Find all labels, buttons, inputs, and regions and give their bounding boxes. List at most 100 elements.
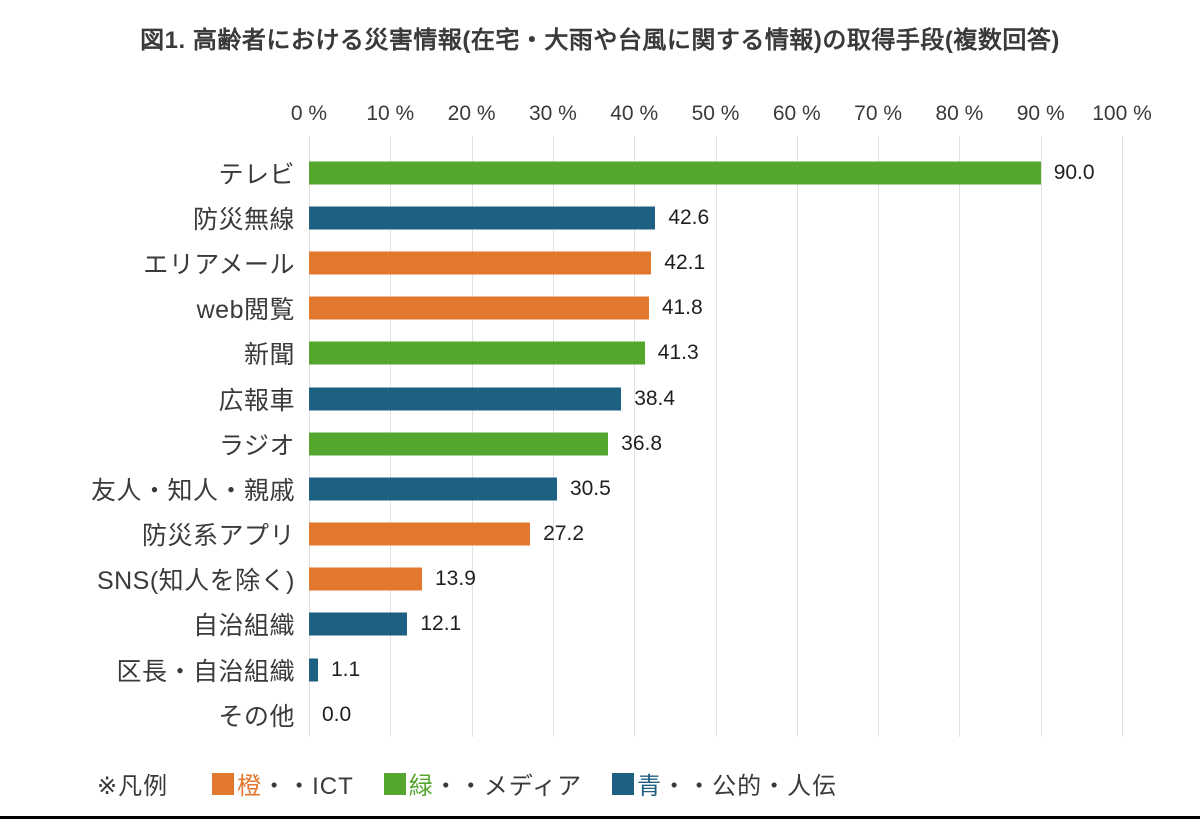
bar — [309, 612, 408, 636]
bar — [309, 387, 622, 411]
value-label: 38.4 — [634, 386, 676, 410]
gridline — [1040, 136, 1042, 737]
x-axis-tick: 70 % — [854, 102, 903, 125]
bar-row: 広報車 38.4 — [0, 376, 1200, 421]
gridline — [796, 136, 798, 737]
bar-track: 42.6 — [309, 195, 1122, 240]
bar — [309, 567, 422, 591]
bar-track: 1.1 — [309, 647, 1122, 692]
bar-row: ラジオ 36.8 — [0, 421, 1200, 466]
bar-row: エリアメール 42.1 — [0, 240, 1200, 285]
legend-swatch-orange — [212, 772, 235, 795]
x-axis-tick: 80 % — [935, 102, 984, 125]
category-label: エリアメール — [143, 250, 295, 279]
bar-track: 30.5 — [309, 466, 1122, 511]
bar-track: 38.4 — [309, 376, 1122, 421]
bar — [309, 341, 645, 365]
legend-label: ・・公的・人伝 — [662, 773, 838, 800]
x-axis-tick: 60 % — [772, 102, 821, 125]
legend-term: 青 — [637, 773, 663, 800]
gridline — [959, 136, 961, 737]
bar-track: 90.0 — [309, 150, 1122, 195]
legend-item: 緑・・メディア — [383, 766, 583, 801]
legend-label: ・・ICT — [262, 773, 354, 800]
bar — [309, 251, 652, 275]
category-label: ラジオ — [218, 431, 295, 460]
category-label: 広報車 — [218, 386, 295, 415]
category-label: web閲覧 — [196, 296, 295, 325]
legend-note: ※凡例 — [97, 773, 169, 800]
category-label: 新聞 — [243, 341, 295, 370]
bar-row: 防災無線 42.6 — [0, 195, 1200, 240]
bar-row: 区長・自治組織 1.1 — [0, 647, 1200, 692]
plot-area: テレビ 90.0 防災無線 42.6 エリアメール 42.1 web閲覧 41.8 新聞 41.3… — [0, 136, 1200, 737]
bar-rows: テレビ 90.0 防災無線 42.6 エリアメール 42.1 web閲覧 41.8 新聞 41.3… — [0, 150, 1200, 737]
x-axis-tick: 20 % — [447, 102, 496, 125]
category-label: 防災系アプリ — [141, 522, 295, 551]
legend-swatch-blue — [612, 772, 635, 795]
bar-row: web閲覧 41.8 — [0, 286, 1200, 331]
bar-row: 自治組織 12.1 — [0, 602, 1200, 647]
category-label: 防災無線 — [192, 205, 295, 234]
value-label: 42.6 — [668, 205, 710, 229]
value-label: 36.8 — [621, 431, 663, 455]
category-label: 自治組織 — [192, 612, 295, 641]
value-label: 1.1 — [330, 657, 361, 681]
legend-term: 橙 — [237, 773, 263, 800]
value-label: 42.1 — [664, 250, 706, 274]
bar-track: 41.3 — [309, 331, 1122, 376]
category-label: テレビ — [218, 160, 295, 189]
category-label: その他 — [218, 702, 295, 731]
chart-title: 図1. 高齢者における災害情報(在宅・大雨や台風に関する情報)の取得手段(複数回… — [140, 27, 1060, 54]
x-axis-tick: 100 % — [1092, 102, 1152, 125]
legend-item: 橙・・ICT — [212, 766, 354, 801]
x-axis-tick: 10 % — [366, 102, 415, 125]
x-axis-tick: 0 % — [290, 102, 328, 125]
value-label: 12.1 — [420, 612, 462, 636]
legend-swatch-green — [383, 772, 406, 795]
bar-row: 新聞 41.3 — [0, 331, 1200, 376]
bar — [309, 658, 318, 682]
x-axis: 0 % 10 % 20 % 30 % 40 % 50 % 60 % 70 % 80 % 90 % 1… — [291, 102, 1152, 130]
bar-track: 13.9 — [309, 557, 1122, 602]
value-label: 41.3 — [657, 341, 699, 365]
value-label: 27.2 — [543, 522, 584, 546]
gridline — [715, 136, 717, 737]
bar-row: その他 0.0 — [0, 692, 1200, 737]
legend: ※凡例 橙・・ICT 緑・・メディア青・・公的・人伝 — [97, 766, 867, 801]
gridline — [878, 136, 880, 737]
bar-track: 41.8 — [309, 286, 1122, 331]
x-axis-tick: 50 % — [691, 102, 740, 125]
x-axis-tick: 30 % — [528, 102, 577, 125]
value-label: 90.0 — [1053, 160, 1095, 184]
bar-row: SNS(知人を除く) 13.9 — [0, 557, 1200, 602]
gridline — [1122, 136, 1123, 737]
bar-track: 12.1 — [309, 602, 1122, 647]
bar — [309, 206, 656, 230]
bar-row: テレビ 90.0 — [0, 150, 1200, 195]
x-axis-tick: 90 % — [1016, 102, 1065, 125]
bar-track: 42.1 — [309, 240, 1122, 285]
bar — [309, 432, 609, 456]
category-label: SNS(知人を除く) — [96, 567, 295, 596]
bar-track: 0.0 — [309, 692, 1122, 737]
category-label: 区長・自治組織 — [116, 657, 295, 686]
legend-item: 青・・公的・人伝 — [612, 766, 837, 801]
bar — [309, 477, 557, 501]
legend-term: 緑 — [408, 773, 434, 800]
bar-track: 36.8 — [309, 421, 1122, 466]
legend-label: ・・メディア — [433, 773, 583, 800]
value-label: 41.8 — [661, 296, 703, 320]
bottom-border — [0, 816, 1200, 819]
gridline — [634, 136, 636, 737]
value-label: 30.5 — [569, 476, 611, 500]
category-label: 友人・知人・親戚 — [90, 476, 295, 505]
bar — [309, 161, 1041, 185]
bar-row: 友人・知人・親戚 30.5 — [0, 466, 1200, 511]
bar — [309, 522, 531, 546]
value-label: 0.0 — [322, 702, 352, 726]
x-axis-tick: 40 % — [610, 102, 659, 125]
bar-track: 27.2 — [309, 512, 1122, 557]
bar-row: 防災系アプリ 27.2 — [0, 512, 1200, 557]
value-label: 13.9 — [435, 567, 476, 591]
